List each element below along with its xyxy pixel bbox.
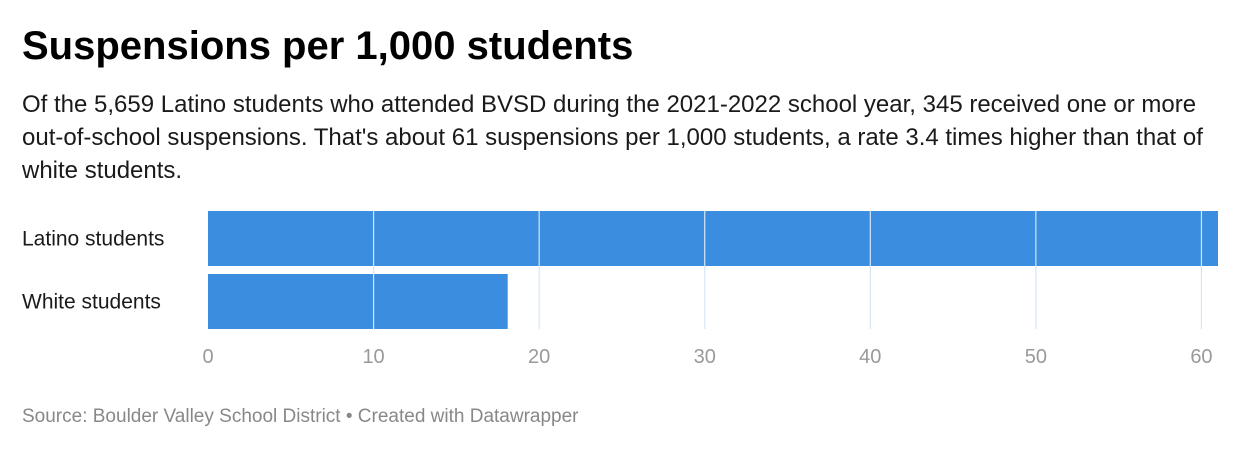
bar-chart: Latino students White students 0 10 20 30 40 50… <box>22 211 1218 368</box>
x-tick-label: 30 <box>694 346 716 368</box>
x-tick-label: 50 <box>1025 346 1047 368</box>
x-tick-label: 20 <box>528 346 550 368</box>
chart-description: Of the 5,659 Latino students who attende… <box>22 91 1203 184</box>
x-tick-label: 10 <box>362 346 384 368</box>
credit-link[interactable]: Created with Datawrapper <box>357 406 579 427</box>
x-tick-label: 60 <box>1190 346 1212 368</box>
bar-2 <box>208 274 508 329</box>
source-note: Source: Boulder Valley School District <box>22 406 341 427</box>
x-tick-label: 0 <box>202 346 213 368</box>
chart-title: Suspensions per 1,000 students <box>22 24 634 68</box>
chart-footer: Source: Boulder Valley School District •… <box>22 404 579 430</box>
x-tick-label: 40 <box>859 346 881 368</box>
category-label: Latino students <box>22 228 164 251</box>
footer-separator: • <box>340 406 358 427</box>
bar-1 <box>208 211 1218 266</box>
category-label: White students <box>22 291 161 314</box>
